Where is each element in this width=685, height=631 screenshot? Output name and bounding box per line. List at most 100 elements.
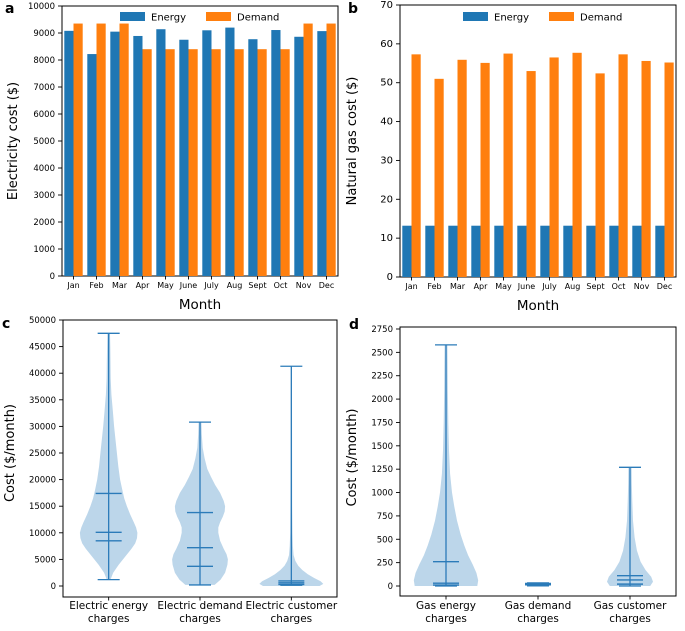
bar-energy-feb (87, 54, 97, 277)
bar-demand-aug (572, 52, 582, 278)
bar-energy-july (540, 225, 550, 277)
bar-demand-feb (434, 78, 444, 277)
bar-energy-may (156, 29, 166, 276)
y-tick-label: 8000 (33, 56, 55, 66)
y-tick-label: 50 (380, 78, 393, 89)
x-tick-label: Dec (319, 281, 334, 290)
bar-energy-jan (402, 225, 412, 277)
y-tick-label: 750 (377, 512, 393, 522)
bar-demand-july (211, 49, 221, 277)
x-tick-label: Apr (474, 282, 489, 291)
y-tick-label: 0 (388, 582, 393, 592)
x-tick-label: Aug (565, 282, 581, 291)
x-tick-label: May (495, 282, 512, 291)
x-axis-title: Month (517, 298, 559, 314)
y-tick-label: 40 (380, 117, 393, 128)
y-tick-label: 35000 (29, 396, 56, 406)
x-tick-label: Jan (404, 282, 417, 291)
x-tick-label: Feb (89, 281, 103, 290)
x-tick-label: Nov (296, 281, 312, 290)
bar-demand-sept (595, 73, 605, 277)
y-tick-label: 1000 (33, 245, 55, 255)
y-tick-label: 30 (380, 155, 393, 166)
x-tick-label: Gas customer (594, 600, 668, 612)
y-tick-label: 1000 (371, 489, 393, 499)
y-tick-label: 500 (377, 535, 393, 545)
legend-label-demand: Demand (580, 13, 622, 24)
y-axis-title: Natural gas cost ($) (345, 77, 360, 206)
x-tick-label: Electric demand (157, 600, 242, 612)
x-tick-label: Sept (586, 282, 604, 291)
x-axis-title: Month (179, 297, 221, 313)
panel-label-c: c (2, 316, 11, 332)
x-tick-label: Jan (66, 281, 79, 290)
bar-demand-nov (641, 60, 651, 277)
y-axis-title: Cost ($/month) (345, 408, 360, 506)
y-tick-label: 10000 (29, 529, 56, 539)
legend-label-energy: Energy (151, 13, 186, 24)
bar-demand-dec (664, 62, 674, 277)
bar-demand-nov (303, 23, 313, 276)
y-tick-label: 1250 (371, 465, 393, 475)
bar-demand-june (188, 49, 198, 277)
legend-label-energy: Energy (494, 13, 529, 24)
bar-energy-apr (133, 35, 143, 276)
legend-swatch-energy (463, 12, 488, 21)
x-tick-label: charges (517, 613, 559, 625)
y-tick-label: 250 (377, 559, 393, 569)
y-tick-label: 1500 (371, 442, 393, 452)
y-tick-label: 0 (387, 272, 393, 283)
legend-swatch-demand (549, 12, 574, 21)
bar-demand-oct (280, 49, 290, 277)
y-tick-label: 4000 (33, 164, 55, 174)
bar-demand-june (526, 71, 536, 277)
bar-demand-may (503, 53, 513, 278)
y-tick-label: 45000 (29, 343, 56, 353)
y-tick-label: 30000 (29, 422, 56, 432)
y-tick-label: 7000 (33, 83, 55, 93)
x-tick-label: charges (179, 613, 221, 625)
x-tick-label: Sept (248, 281, 266, 290)
y-tick-label: 50000 (29, 316, 56, 326)
y-tick-label: 2000 (33, 218, 55, 228)
y-tick-label: 2750 (371, 325, 393, 335)
x-tick-label: Electric energy (69, 600, 148, 612)
x-tick-label: Mar (112, 281, 128, 290)
legend-swatch-demand (206, 12, 231, 21)
bar-energy-oct (271, 30, 281, 277)
x-tick-label: Oct (274, 281, 288, 290)
y-tick-label: 40000 (29, 369, 56, 379)
panel-a-chart: 0 1000 2000 3000 4000 5000 6000 7000 8000 9000 100… (6, 2, 339, 313)
y-tick-label: 20000 (29, 476, 56, 486)
bar-energy-june (179, 39, 189, 276)
panel-b-chart: 0 10 20 30 40 50 60 70 Natural gas cost ($) Jan Fe… (345, 0, 677, 314)
panel-label-d: d (349, 317, 360, 333)
bar-energy-dec (317, 31, 327, 276)
x-tick-label: July (541, 282, 557, 291)
panel-label-b: b (348, 1, 359, 17)
x-tick-label: charges (271, 613, 313, 625)
bar-demand-mar (119, 23, 129, 276)
x-tick-label: charges (609, 613, 651, 625)
x-tick-label: July (203, 281, 219, 290)
bar-energy-aug (225, 27, 235, 276)
legend-swatch-energy (120, 12, 145, 21)
x-tick-label: Electric customer (245, 600, 337, 612)
x-tick-label: charges (88, 613, 130, 625)
y-axis-title: Cost ($/month) (3, 404, 18, 502)
x-tick-label: charges (425, 613, 467, 625)
x-tick-label: June (517, 282, 536, 291)
bar-demand-dec (326, 23, 336, 276)
bar-demand-feb (96, 23, 106, 276)
y-tick-label: 9000 (33, 29, 55, 39)
x-tick-label: Nov (634, 282, 650, 291)
y-tick-label: 25000 (29, 449, 56, 459)
x-tick-label: Mar (450, 282, 466, 291)
bar-demand-apr (142, 49, 152, 277)
x-tick-label: May (157, 281, 174, 290)
bar-energy-apr (471, 225, 481, 277)
x-tick-label: Apr (136, 281, 151, 290)
y-tick-label: 2500 (371, 348, 393, 358)
y-tick-label: 10 (380, 233, 393, 244)
x-tick-label: Dec (657, 282, 672, 291)
